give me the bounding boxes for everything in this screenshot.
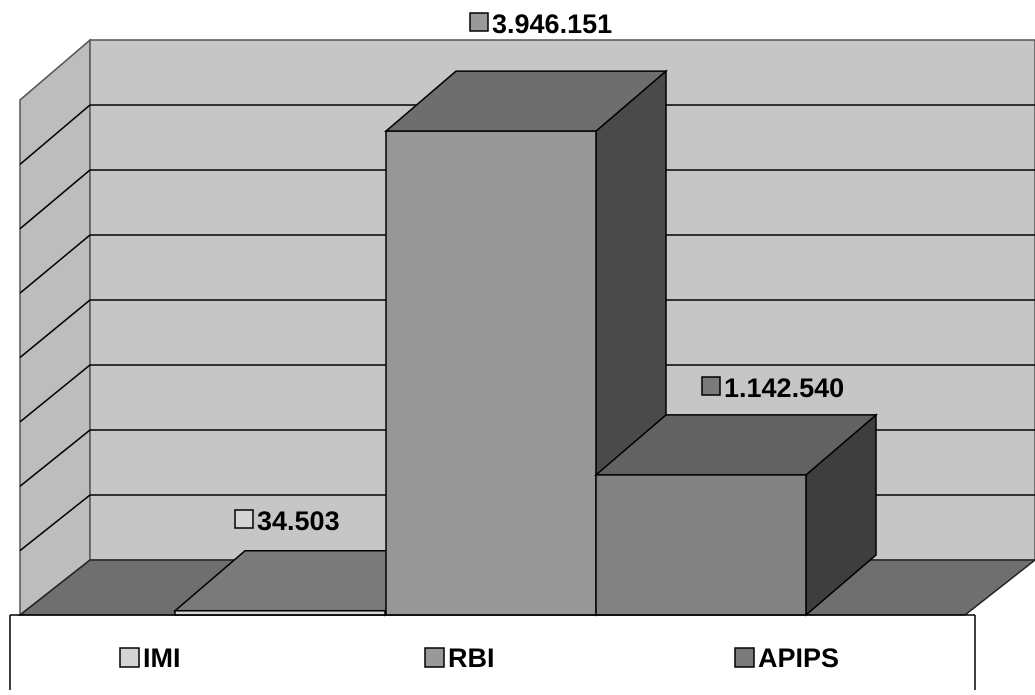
legend-swatch bbox=[425, 648, 444, 667]
data-label-text: 1.142.540 bbox=[724, 373, 844, 403]
side-wall bbox=[20, 40, 90, 615]
bar-apips bbox=[596, 415, 876, 615]
data-label-text: 34.503 bbox=[257, 506, 340, 536]
data-label-key bbox=[470, 13, 488, 31]
data-label-key bbox=[235, 510, 253, 528]
legend-label: APIPS bbox=[758, 643, 839, 673]
legend-item-rbi: RBI bbox=[425, 643, 495, 673]
legend-swatch bbox=[735, 648, 754, 667]
legend-label: RBI bbox=[448, 643, 495, 673]
data-label-text: 3.946.151 bbox=[492, 9, 612, 39]
legend: IMI RBI APIPS bbox=[10, 615, 975, 690]
bar-front bbox=[596, 475, 806, 615]
bar-front bbox=[386, 131, 596, 615]
legend-label: IMI bbox=[143, 643, 181, 673]
legend-item-imi: IMI bbox=[120, 643, 181, 673]
data-label-apips: 1.142.540 bbox=[702, 373, 844, 403]
data-label-key bbox=[702, 377, 720, 395]
data-label-rbi: 3.946.151 bbox=[470, 9, 612, 39]
legend-swatch bbox=[120, 648, 139, 667]
legend-item-apips: APIPS bbox=[735, 643, 839, 673]
